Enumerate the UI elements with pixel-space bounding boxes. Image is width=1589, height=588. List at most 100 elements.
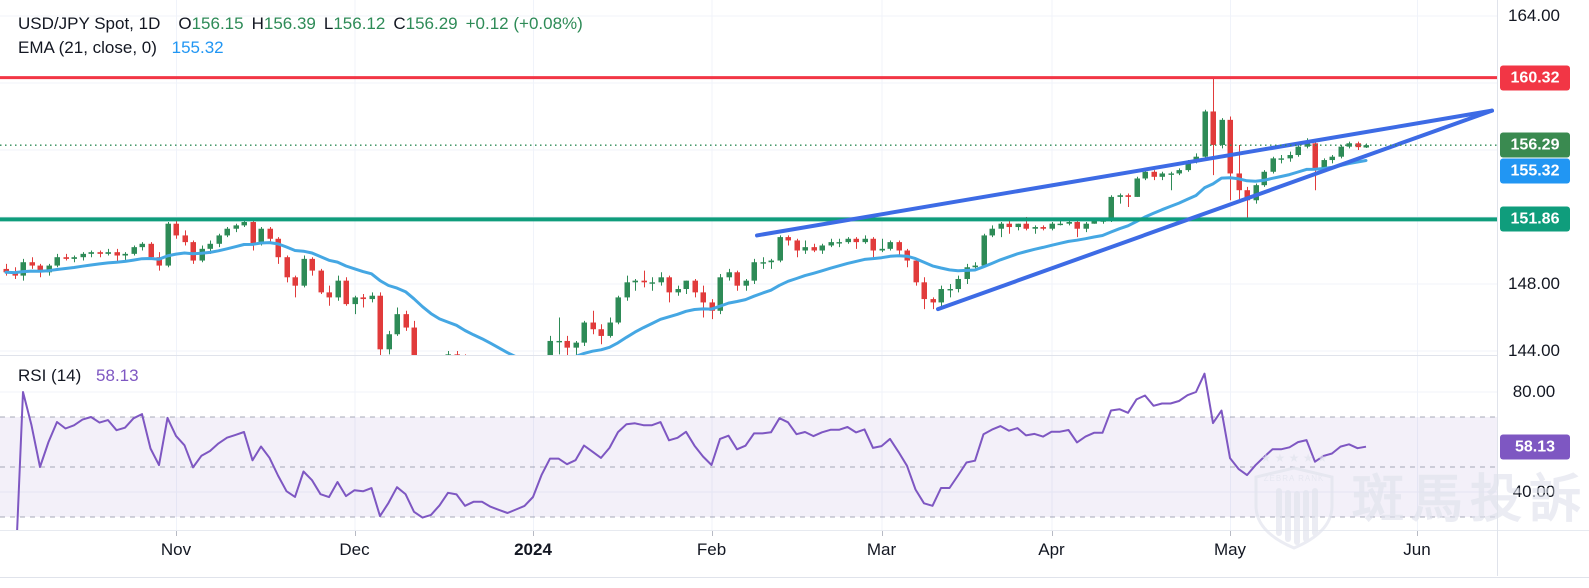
candle-body — [802, 247, 808, 251]
candle-body — [454, 354, 460, 355]
candle-body — [1304, 143, 1310, 147]
candle-body — [581, 322, 587, 343]
candle-body — [148, 243, 154, 258]
candle-body — [1219, 119, 1225, 145]
candle-body — [258, 228, 264, 244]
rsi-band — [0, 417, 1497, 517]
main-panel-layer — [0, 76, 1497, 398]
ema-line — [4, 159, 1368, 355]
candle-body — [1125, 195, 1131, 197]
candle-body — [54, 257, 60, 266]
candle-body — [1185, 161, 1191, 171]
candle-body — [37, 265, 43, 273]
rsi-value: 58.13 — [96, 366, 139, 385]
candle-body — [421, 369, 427, 386]
candle-body — [1338, 146, 1344, 157]
candle-body — [607, 322, 613, 336]
candle-body — [896, 242, 902, 251]
candle-body — [777, 237, 783, 261]
price-axis[interactable]: 164.00 148.00 144.00 80.00 40.00 160.32 156.29… — [1497, 0, 1589, 576]
candle-body — [658, 277, 664, 283]
rsi-badge: 58.13 — [1500, 434, 1570, 460]
candle-body — [275, 238, 281, 258]
candle-body — [862, 238, 868, 243]
candle-body — [207, 243, 213, 249]
rsi-panel-layer — [0, 372, 1497, 530]
candle-body — [284, 257, 290, 278]
ohlc-key: O — [178, 14, 192, 33]
candle-body — [1261, 171, 1267, 186]
symbol-legend[interactable]: USD/JPY Spot, 1D O156.15 H156.39 L156.12 C15… — [18, 14, 583, 34]
candle-body — [590, 322, 596, 330]
month-label: Apr — [1038, 540, 1065, 559]
trendline — [755, 108, 1494, 238]
candle-body — [360, 297, 366, 300]
candle-body — [80, 253, 86, 258]
candle-body — [1312, 143, 1318, 169]
candle-body — [845, 238, 851, 243]
price-tick: 164.00 — [1508, 6, 1560, 25]
time-axis[interactable]: Nov Dec 2024 Feb Mar Apr May Jun — [0, 530, 1589, 578]
candle-body — [998, 223, 1004, 229]
ohlc-value: 156.29 — [405, 14, 458, 33]
candle-body — [216, 235, 222, 244]
candle-body — [785, 237, 791, 241]
candle-body — [836, 242, 842, 244]
candle-body — [445, 354, 451, 355]
candle-body — [3, 268, 9, 273]
candle-body — [1142, 171, 1148, 179]
candle-body — [981, 235, 987, 266]
time-tick — [533, 531, 534, 536]
candle-body — [267, 228, 273, 239]
candle-body — [29, 262, 35, 266]
time-tick — [176, 531, 177, 536]
grid-layer — [0, 0, 1497, 530]
candle-body — [139, 243, 145, 248]
candle-body — [1244, 190, 1250, 201]
candle-body — [411, 327, 417, 355]
candle-body — [709, 302, 715, 311]
candle-body — [523, 395, 529, 398]
candle-body — [105, 252, 111, 254]
candle-body — [1295, 146, 1301, 156]
candle-body — [394, 314, 400, 335]
candle-body — [1253, 185, 1259, 201]
candle-body — [335, 280, 341, 298]
price-tick: 148.00 — [1508, 274, 1560, 293]
candle-body — [122, 253, 128, 256]
candle-body — [573, 342, 579, 348]
candle-body — [114, 252, 120, 256]
candle-body — [768, 260, 774, 263]
candle-body — [489, 378, 495, 388]
candle-body — [1040, 227, 1046, 229]
candle-body — [480, 378, 486, 379]
rsi-legend[interactable]: RSI (14) 58.13 — [18, 366, 139, 386]
candle-body — [1057, 223, 1063, 226]
candle-body — [1083, 223, 1089, 229]
rsi-tick: 40.00 — [1512, 482, 1556, 501]
candle-body — [666, 277, 672, 293]
candle-body — [913, 260, 919, 283]
candle-body — [1015, 223, 1021, 228]
candles-layer — [3, 77, 1369, 398]
candle-body — [1236, 173, 1242, 191]
candle-body — [1210, 111, 1216, 145]
candle-body — [20, 262, 26, 276]
candle-body — [1049, 223, 1055, 229]
candle-body — [1278, 158, 1284, 160]
candle-body — [472, 378, 478, 383]
rsi-label: RSI (14) — [18, 366, 82, 385]
month-label: 2024 — [514, 540, 552, 559]
candle-body — [326, 292, 332, 298]
rsi-tick: 80.00 — [1512, 382, 1556, 401]
candle-body — [1321, 160, 1327, 169]
candle-body — [921, 282, 927, 300]
candle-body — [1270, 158, 1276, 172]
ema-legend[interactable]: EMA (21, close, 0) 155.32 — [18, 38, 224, 58]
time-tick — [1417, 531, 1418, 536]
candle-body — [429, 383, 435, 386]
candle-body — [497, 388, 503, 395]
candle-body — [879, 248, 885, 251]
